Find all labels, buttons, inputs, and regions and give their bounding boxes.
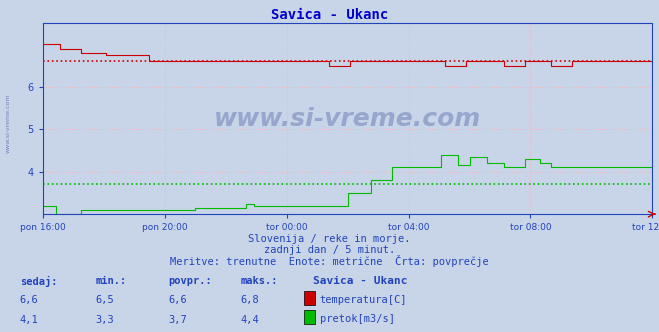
Text: Savica - Ukanc: Savica - Ukanc xyxy=(313,276,407,286)
Text: maks.:: maks.: xyxy=(241,276,278,286)
Text: zadnji dan / 5 minut.: zadnji dan / 5 minut. xyxy=(264,245,395,255)
Text: 3,3: 3,3 xyxy=(96,315,114,325)
Text: Slovenija / reke in morje.: Slovenija / reke in morje. xyxy=(248,234,411,244)
Text: temperatura[C]: temperatura[C] xyxy=(320,295,407,305)
Text: 4,1: 4,1 xyxy=(20,315,38,325)
Text: Meritve: trenutne  Enote: metrične  Črta: povprečje: Meritve: trenutne Enote: metrične Črta: … xyxy=(170,255,489,267)
Text: www.si-vreme.com: www.si-vreme.com xyxy=(214,107,481,131)
Text: min.:: min.: xyxy=(96,276,127,286)
Text: 6,6: 6,6 xyxy=(20,295,38,305)
Text: 3,7: 3,7 xyxy=(168,315,186,325)
Text: povpr.:: povpr.: xyxy=(168,276,212,286)
Text: 4,4: 4,4 xyxy=(241,315,259,325)
Text: sedaj:: sedaj: xyxy=(20,276,57,287)
Text: pretok[m3/s]: pretok[m3/s] xyxy=(320,314,395,324)
Text: Savica - Ukanc: Savica - Ukanc xyxy=(271,8,388,22)
Text: 6,6: 6,6 xyxy=(168,295,186,305)
Text: 6,8: 6,8 xyxy=(241,295,259,305)
Text: 6,5: 6,5 xyxy=(96,295,114,305)
Text: www.si-vreme.com: www.si-vreme.com xyxy=(5,93,11,153)
